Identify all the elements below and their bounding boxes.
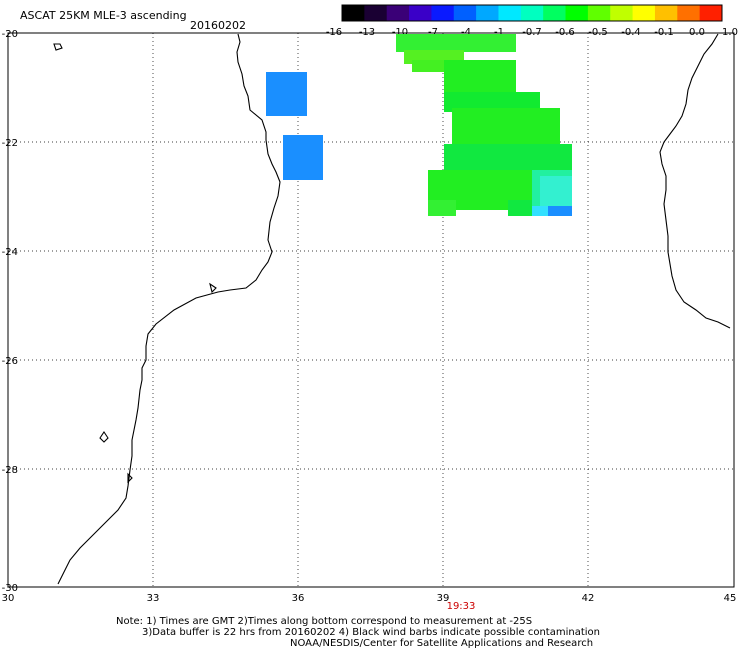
wind-cell <box>266 72 307 116</box>
colorbar-swatch <box>386 5 410 21</box>
lon-label: 39 <box>437 593 450 604</box>
wind-cell <box>283 135 323 180</box>
lat-labels: -20 -22 -24 -26 -28 -30 <box>2 29 18 594</box>
graticule <box>8 33 734 587</box>
lat-label: -20 <box>2 29 18 40</box>
map-title: ASCAT 25KM MLE-3 ascending <box>20 9 187 22</box>
colorbar-swatch <box>587 5 611 21</box>
colorbar-swatch <box>364 5 388 21</box>
lon-label: 45 <box>724 593 737 604</box>
footer-note-1: Note: 1) Times are GMT 2)Times along bot… <box>116 616 533 627</box>
colorbar-swatch <box>565 5 589 21</box>
footer-credit: NOAA/NESDIS/Center for Satellite Applica… <box>290 638 594 649</box>
footer-note-2: 3)Data buffer is 22 hrs from 20160202 4)… <box>142 627 600 638</box>
lat-label: -22 <box>2 138 18 149</box>
lon-label: 36 <box>292 593 305 604</box>
colorbar-swatch <box>453 5 477 21</box>
map-date: 20160202 <box>190 19 246 32</box>
colorbar-swatch <box>431 5 455 21</box>
colorbar-swatch <box>498 5 522 21</box>
colorbar-swatch <box>476 5 499 21</box>
lat-label: -28 <box>2 465 18 476</box>
lat-label: -24 <box>2 247 18 258</box>
colorbar-swatch <box>543 5 567 21</box>
wind-swath <box>396 34 572 216</box>
coastline <box>53 33 731 585</box>
colorbar-swatch <box>699 5 723 21</box>
lat-label: -30 <box>2 583 18 594</box>
colorbar-swatch <box>520 5 544 21</box>
colorbar-swatch <box>610 5 634 21</box>
colorbar: -16 -13 -10 -7 -4 -1 -0.7 -0.6 -0.5 -0.4 -0.1 0.0 1.… <box>326 4 738 38</box>
colorbar-swatch <box>677 5 701 21</box>
colorbar-swatch <box>632 5 656 21</box>
wind-cells-blue <box>266 72 323 180</box>
colorbar-swatch <box>342 5 365 21</box>
colorbar-swatch <box>409 5 432 21</box>
lon-labels: 30 33 36 39 42 45 <box>2 593 737 604</box>
pass-time: 19:33 <box>447 601 476 612</box>
map-frame <box>7 32 735 588</box>
lon-label: 30 <box>2 593 15 604</box>
lon-label: 42 <box>582 593 595 604</box>
colorbar-frame <box>341 4 723 22</box>
colorbar-swatch <box>654 5 678 21</box>
lon-label: 33 <box>147 593 160 604</box>
lat-label: -26 <box>2 356 18 367</box>
